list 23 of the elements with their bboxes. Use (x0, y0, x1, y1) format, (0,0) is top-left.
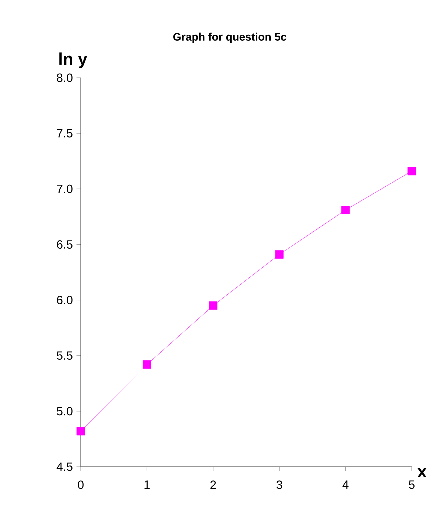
x-axis-title: x (417, 468, 427, 478)
y-tick-label: 6.5 (57, 240, 73, 249)
point (76, 427, 86, 436)
y-tick-label: 8.0 (57, 74, 73, 82)
y-tick-label: 5.5 (56, 352, 73, 360)
point (341, 206, 350, 214)
y-tick-label: 6.0 (57, 296, 73, 305)
y-tick-label: 5.0 (56, 407, 73, 416)
point (209, 302, 218, 310)
x-tick-label: 1 (144, 480, 150, 489)
x-tick-label: 2 (210, 480, 216, 490)
y-tick-label: 7.0 (57, 184, 73, 194)
x-tick-label: 0 (78, 480, 84, 490)
point (408, 167, 416, 176)
point (275, 250, 284, 259)
point (142, 360, 152, 369)
x-tick-label: 3 (276, 480, 282, 490)
y-axis-title: ln y (59, 52, 88, 68)
y-tick-label: 4.5 (56, 462, 73, 472)
chart-title: Graph for question 5c (173, 32, 286, 44)
x-tick-label: 5 (409, 480, 415, 490)
y-tick-label: 7.5 (57, 129, 73, 138)
x-tick-label: 4 (342, 480, 349, 489)
